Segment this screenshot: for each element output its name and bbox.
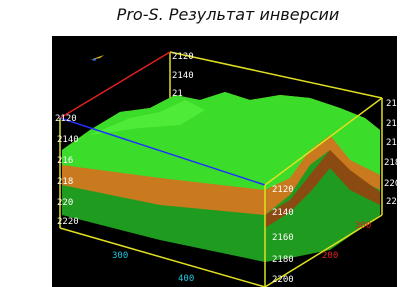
tick-label: 2180 <box>384 158 405 168</box>
tick-label: 220 <box>57 198 73 208</box>
tick-label: 21 <box>172 89 183 99</box>
tick-label: 300 <box>355 221 371 231</box>
tick-label: 2200 <box>272 275 294 285</box>
tick-label: 220 <box>386 197 402 207</box>
tick-label: 214 <box>386 119 402 129</box>
tick-label: 2120 <box>272 185 294 195</box>
tick-label: 300 <box>112 251 128 261</box>
tick-label: 218 <box>57 177 73 187</box>
tick-label: 2140 <box>57 135 79 145</box>
tick-label: 2200 <box>384 179 405 189</box>
tick-label: 2120 <box>172 52 194 62</box>
screenshot: Pro-S. Результат инверсии 2120 2140 216 218… <box>0 0 405 287</box>
tick-label: 2120 <box>55 114 77 124</box>
tick-label: 200 <box>322 251 338 261</box>
tick-label: 2220 <box>57 217 79 227</box>
tick-label: 216 <box>57 156 73 166</box>
title: Pro-S. Результат инверсии <box>117 5 340 24</box>
tick-label: 2140 <box>172 71 194 81</box>
tick-label: 2160 <box>272 233 294 243</box>
tick-label: 216 <box>386 138 402 148</box>
tick-label: 212 <box>386 99 402 109</box>
tick-label: 2180 <box>272 255 294 265</box>
tick-label: 2140 <box>272 208 294 218</box>
tick-label: 400 <box>178 274 194 284</box>
